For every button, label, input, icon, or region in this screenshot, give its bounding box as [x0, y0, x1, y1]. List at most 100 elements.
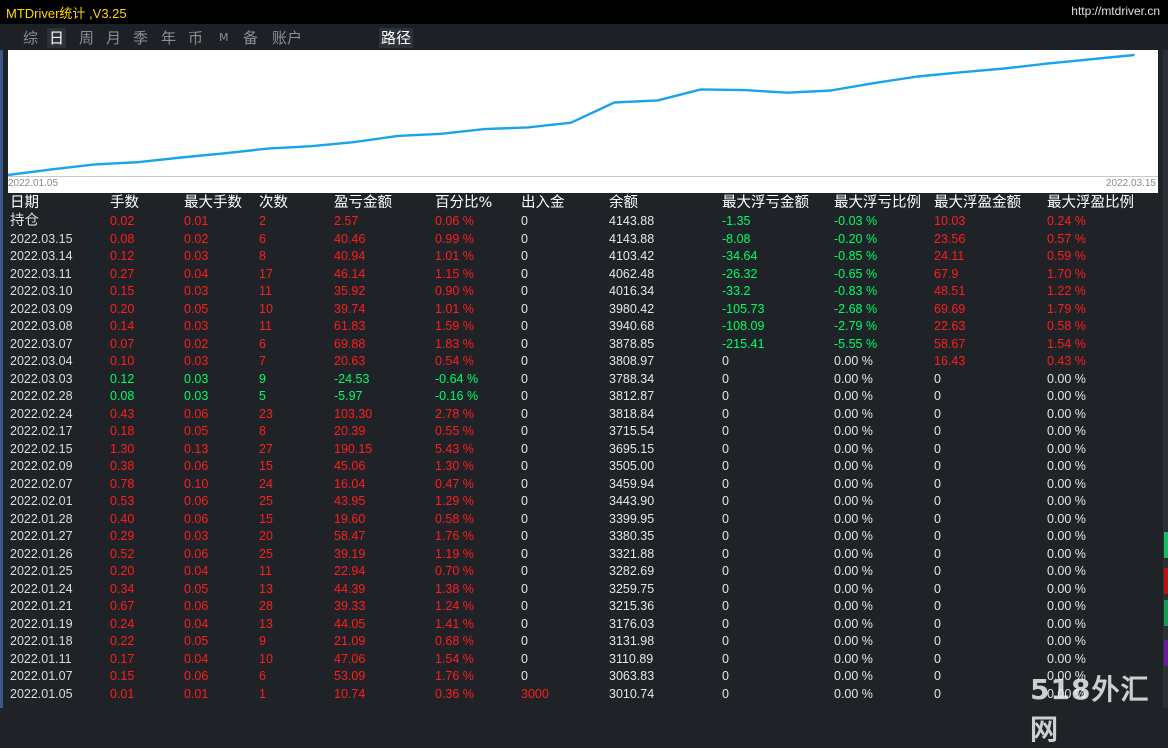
cell-max-float-loss-pct: 0.00 % [834, 651, 873, 666]
cell-date: 2022.01.19 [10, 616, 73, 631]
cell-max-float-loss: 0 [722, 546, 729, 561]
cell-date: 2022.01.27 [10, 529, 73, 543]
table-row[interactable]: 2022.02.09 0.38 0.06 15 45.06 1.30 % 0 3505.00 0… [0, 458, 1160, 476]
table-row[interactable]: 2022.01.11 0.17 0.04 10 47.06 1.54 % 0 3110.89 0… [0, 651, 1160, 669]
tab-weekly[interactable]: 周 [79, 29, 95, 47]
balance-point [829, 89, 832, 92]
table-row[interactable]: 2022.02.28 0.08 0.03 5 -5.97 -0.16 % 0 3812.87 0… [0, 388, 1160, 406]
table-row[interactable]: 2022.01.21 0.67 0.06 28 39.33 1.24 % 0 3215.36 0… [0, 598, 1160, 616]
cell-max-lots: 0.01 [184, 214, 209, 228]
header-max-float-profit-pct[interactable]: 最大浮盈比例 [1047, 195, 1134, 211]
table-row[interactable]: 2022.03.04 0.10 0.03 7 20.63 0.54 % 0 3808.97 0 0… [0, 353, 1160, 371]
cell-profit: 39.19 [334, 546, 366, 561]
table-row[interactable]: 2022.03.03 0.12 0.03 9 -24.53 -0.64 % 0 3788.34… [0, 371, 1160, 389]
header-max-lots[interactable]: 最大手数 [184, 195, 242, 211]
cell-date: 2022.03.11 [10, 266, 72, 281]
balance-point [873, 82, 876, 84]
table-row[interactable]: 2022.01.26 0.52 0.06 25 39.19 1.19 % 0 3321.88 0… [0, 546, 1160, 564]
table-row[interactable]: 2022.01.28 0.40 0.06 15 19.60 0.58 % 0 3399.95 0… [0, 511, 1160, 529]
cell-max-lots: 0.06 [184, 669, 209, 683]
header-percent[interactable]: 百分比% [435, 195, 493, 211]
tab-currency[interactable]: 币 [188, 29, 204, 47]
header-profit[interactable]: 盈亏金额 [334, 195, 392, 211]
cell-max-lots: 0.05 [184, 581, 209, 596]
header-max-float-loss-pct[interactable]: 最大浮亏比例 [834, 195, 921, 211]
cell-trades: 6 [259, 231, 266, 246]
cell-deposit: 0 [521, 441, 528, 456]
site-url-link[interactable]: http://mtdriver.cn [1071, 4, 1160, 18]
cell-max-float-loss-pct: -0.03 % [834, 214, 878, 228]
cell-date: 2022.02.15 [10, 441, 73, 456]
cell-lots: 0.10 [110, 354, 135, 368]
tab-notes[interactable]: 备 [243, 29, 259, 47]
chart-start-date: 2022.01.05 [8, 178, 59, 189]
cell-max-lots: 0.05 [184, 301, 209, 316]
table-row[interactable]: 2022.02.24 0.43 0.06 23 103.30 2.78 % 0 3818.84… [0, 406, 1160, 424]
cell-trades: 24 [259, 476, 273, 491]
table-row[interactable]: 2022.01.25 0.20 0.04 11 22.94 0.70 % 0 3282.69 0… [0, 563, 1160, 581]
cell-profit: 19.60 [334, 511, 366, 526]
table-row[interactable]: 2022.02.17 0.18 0.05 8 20.39 0.55 % 0 3715.54 0 0… [0, 423, 1160, 441]
tab-overview[interactable]: 综 [23, 29, 39, 47]
header-date[interactable]: 日期 [10, 195, 39, 211]
cell-percent: 1.30 % [435, 459, 474, 473]
cell-max-float-loss: 0 [722, 406, 729, 421]
cell-max-float-profit-pct: 0.00 % [1047, 476, 1086, 491]
tab-quarterly[interactable]: 季 [133, 29, 149, 47]
header-trades[interactable]: 次数 [259, 195, 288, 211]
cell-max-lots: 0.06 [184, 459, 209, 473]
cell-balance: 3259.75 [609, 581, 655, 596]
table-row[interactable]: 2022.03.08 0.14 0.03 11 61.83 1.59 % 0 3940.68 -… [0, 318, 1160, 336]
cell-max-lots: 0.01 [184, 686, 209, 701]
tab-account[interactable]: 账户 [272, 29, 303, 47]
cell-max-float-profit-pct: 0.00 % [1047, 371, 1086, 386]
open-positions-row[interactable]: 持仓 0.02 0.01 2 2.57 0.06 % 0 4143.88 -1.35 -0.03 … [0, 213, 1160, 231]
cell-date: 2022.02.24 [10, 406, 73, 421]
header-deposit[interactable]: 出入金 [521, 195, 565, 211]
cell-balance: 3321.88 [609, 546, 655, 561]
balance-chart-svg [8, 53, 1135, 176]
balance-point [483, 128, 486, 130]
cell-max-float-loss-pct: -0.20 % [834, 231, 878, 246]
cell-date: 2022.03.14 [10, 249, 73, 263]
table-row[interactable]: 2022.03.11 0.27 0.04 17 46.14 1.15 % 0 4062.48 -… [0, 266, 1160, 284]
tab-path[interactable]: 路径 [379, 28, 414, 48]
table-row[interactable]: 2022.02.07 0.78 0.10 24 16.04 0.47 % 0 3459.94 0… [0, 476, 1160, 494]
cell-trades: 25 [259, 494, 273, 508]
table-row[interactable]: 2022.01.18 0.22 0.05 9 21.09 0.68 % 0 3131.98 0 0… [0, 633, 1160, 651]
cell-max-float-profit-pct: 0.00 % [1047, 599, 1086, 613]
table-row[interactable]: 2022.01.27 0.29 0.03 20 58.47 1.76 % 0 3380.35 0… [0, 528, 1160, 546]
tab-m[interactable]: M [219, 31, 229, 44]
table-row[interactable]: 2022.01.19 0.24 0.04 13 44.05 1.41 % 0 3176.03 0… [0, 616, 1160, 634]
table-row[interactable]: 2022.02.01 0.53 0.06 25 43.95 1.29 % 0 3443.90 0… [0, 493, 1160, 511]
cell-max-float-profit-pct: 0.00 % [1047, 686, 1086, 701]
balance-line [8, 53, 1135, 176]
header-max-float-profit[interactable]: 最大浮盈金额 [934, 195, 1021, 211]
table-row[interactable]: 2022.01.24 0.34 0.05 13 44.39 1.38 % 0 3259.75 0… [0, 581, 1160, 599]
table-row[interactable]: 2022.02.15 1.30 0.13 27 190.15 5.43 % 0 3695.15… [0, 441, 1160, 459]
cell-profit: 46.14 [334, 266, 366, 281]
balance-point [440, 132, 442, 135]
tab-yearly[interactable]: 年 [161, 29, 177, 47]
table-row[interactable]: 2022.01.07 0.15 0.06 6 53.09 1.76 % 0 3063.83 0 0… [0, 668, 1160, 686]
cell-balance: 4016.34 [609, 284, 655, 298]
balance-chart [8, 50, 1158, 176]
table-row[interactable]: 2022.03.14 0.12 0.03 8 40.94 1.01 % 0 4103.42 -3… [0, 248, 1160, 266]
tab-monthly[interactable]: 月 [106, 29, 122, 47]
cell-trades: 11 [259, 319, 272, 333]
tab-daily[interactable]: 日 [47, 28, 67, 48]
table-row[interactable]: 2022.01.05 0.01 0.01 1 10.74 0.36 % 3000 3010.7… [0, 686, 1160, 704]
cell-date: 持仓 [10, 213, 39, 229]
table-row[interactable]: 2022.03.15 0.08 0.02 6 40.46 0.99 % 0 4143.88 -8… [0, 231, 1160, 249]
header-balance[interactable]: 余额 [609, 195, 638, 211]
header-lots[interactable]: 手数 [110, 195, 139, 211]
table-row[interactable]: 2022.03.07 0.07 0.02 6 69.88 1.83 % 0 3878.85 -2… [0, 336, 1160, 354]
cell-trades: 8 [259, 249, 266, 263]
header-max-float-loss[interactable]: 最大浮亏金额 [722, 195, 809, 211]
table-row[interactable]: 2022.03.10 0.15 0.03 11 35.92 0.90 % 0 4016.34 -… [0, 283, 1160, 301]
cell-date: 2022.01.21 [10, 599, 73, 613]
table-row[interactable]: 2022.03.09 0.20 0.05 10 39.74 1.01 % 0 3980.42 -… [0, 301, 1160, 319]
cell-deposit: 0 [521, 529, 528, 543]
cell-max-float-loss: -108.09 [722, 319, 765, 333]
cell-max-float-loss: 0 [722, 529, 729, 543]
